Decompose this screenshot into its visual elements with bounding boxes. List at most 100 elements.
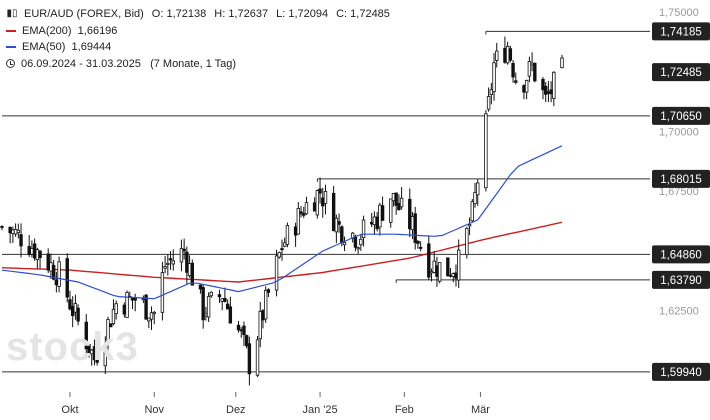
candle-body — [109, 323, 113, 328]
candle-body — [19, 234, 23, 247]
candle-body — [0, 226, 4, 228]
candle — [473, 182, 477, 208]
candle-body — [527, 61, 532, 77]
candle-body — [546, 91, 551, 94]
price-tag-label: 1,70650 — [660, 111, 702, 123]
candle — [505, 41, 510, 65]
candle-body — [331, 192, 336, 232]
candle — [13, 223, 18, 237]
candle — [247, 336, 252, 386]
candle — [11, 226, 15, 243]
candle — [166, 253, 170, 276]
candle-body — [95, 356, 99, 363]
candle-body — [432, 260, 436, 273]
candle-body — [114, 303, 118, 315]
watermark-logo: stock3 — [6, 325, 139, 369]
candle-body — [266, 289, 271, 293]
candle — [274, 249, 279, 297]
candle — [255, 336, 260, 378]
candle-body — [340, 226, 344, 243]
candle — [103, 336, 108, 375]
candle — [361, 215, 366, 247]
candle-body — [70, 306, 75, 317]
y-tick-label: 1,70000 — [659, 126, 699, 138]
candle-body — [87, 344, 91, 354]
candle-body — [416, 240, 420, 244]
candle-body — [190, 262, 194, 286]
candle — [470, 198, 474, 223]
candle — [456, 239, 461, 289]
candle-body — [437, 262, 442, 282]
candle-body — [353, 236, 358, 248]
candle — [261, 309, 265, 329]
candle — [141, 295, 146, 304]
candle-body — [299, 211, 303, 215]
candle — [302, 206, 306, 218]
candle — [315, 189, 320, 219]
candle — [546, 81, 551, 103]
candle — [223, 287, 227, 303]
candle-body — [223, 297, 227, 302]
candle-body — [454, 272, 458, 279]
candle — [198, 284, 203, 294]
candle-body — [106, 319, 110, 342]
candle-body — [489, 89, 494, 95]
candle — [495, 42, 499, 68]
candle-body — [51, 264, 56, 280]
candle — [397, 194, 401, 211]
candle-body — [204, 313, 208, 317]
candle — [190, 259, 194, 286]
candle-body — [65, 258, 69, 298]
ema50-value: 1,69444 — [71, 41, 112, 53]
candle-body — [522, 85, 526, 93]
candle-body — [84, 321, 88, 350]
clock-icon — [6, 59, 15, 69]
x-tick-label: Dez — [226, 404, 246, 416]
candle — [484, 110, 488, 192]
candle-body — [375, 216, 379, 230]
candle-body — [429, 270, 434, 274]
close-label: C: — [336, 8, 348, 20]
candle-body — [541, 78, 545, 91]
candle-body — [149, 312, 154, 320]
candle — [394, 192, 398, 215]
legend-ema50-row[interactable]: EMA(50) 1,69444 — [6, 39, 390, 56]
legend-ema200-row[interactable]: EMA(200) 1,66196 — [6, 23, 390, 40]
candle — [359, 233, 363, 251]
candle-body — [511, 62, 515, 78]
candle-body — [549, 89, 553, 95]
candle-body — [413, 213, 417, 243]
candle-body — [304, 202, 309, 215]
x-tick-label: Mär — [471, 404, 490, 416]
candle-body — [389, 198, 393, 223]
candlestick-icon: ▮▯ — [6, 8, 18, 19]
candle-body — [293, 226, 298, 236]
price-tag-label: 1,68015 — [660, 174, 702, 186]
candle — [27, 235, 31, 257]
candle — [285, 222, 290, 248]
price-tag — [652, 362, 710, 381]
candle — [448, 268, 453, 278]
candle-body — [201, 287, 205, 321]
candle-body — [163, 266, 167, 269]
candle — [179, 239, 184, 272]
candle — [380, 196, 385, 222]
candle — [163, 255, 167, 274]
high-value: 1,72637 — [228, 8, 269, 20]
candle — [451, 272, 455, 283]
candle-body — [503, 47, 507, 63]
candle-body — [46, 253, 50, 271]
chart-legend: ▮▯ EUR/AUD (FOREX, Bid) O: 1,72138 H: 1,… — [6, 6, 390, 72]
candle — [522, 84, 526, 100]
candle-body — [283, 242, 287, 247]
candle-body — [261, 310, 265, 321]
candle-body — [476, 182, 480, 196]
candle-body — [258, 311, 262, 340]
candle-body — [467, 224, 472, 227]
candle — [437, 262, 442, 284]
candle-body — [456, 249, 461, 281]
candle — [280, 239, 284, 261]
candle — [111, 299, 116, 326]
candle-body — [410, 216, 415, 231]
